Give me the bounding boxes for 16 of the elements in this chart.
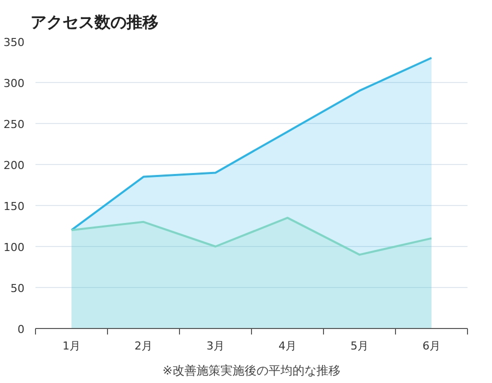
x-tick-label: 6月 [422,340,440,352]
chart-title: アクセス数の推移 [30,12,158,32]
x-tick-label: 2月 [134,340,152,352]
y-tick-label: 300 [4,77,25,90]
text: ※改善施策実施後の平均的な推移 [162,364,341,378]
x-tick-label: 3月 [206,340,224,352]
y-tick-label: 50 [10,282,25,295]
x-tick-label: 4月 [278,340,296,352]
y-tick-label: 350 [4,36,25,49]
y-tick-label: 250 [4,118,25,131]
x-tick-label: 1月 [62,340,80,352]
x-tick-label: 5月 [350,340,368,352]
y-tick-label: 0 [18,323,24,336]
y-tick-label: 150 [4,200,25,213]
y-tick-label: 100 [4,241,25,254]
y-tick-label: 200 [4,159,25,172]
